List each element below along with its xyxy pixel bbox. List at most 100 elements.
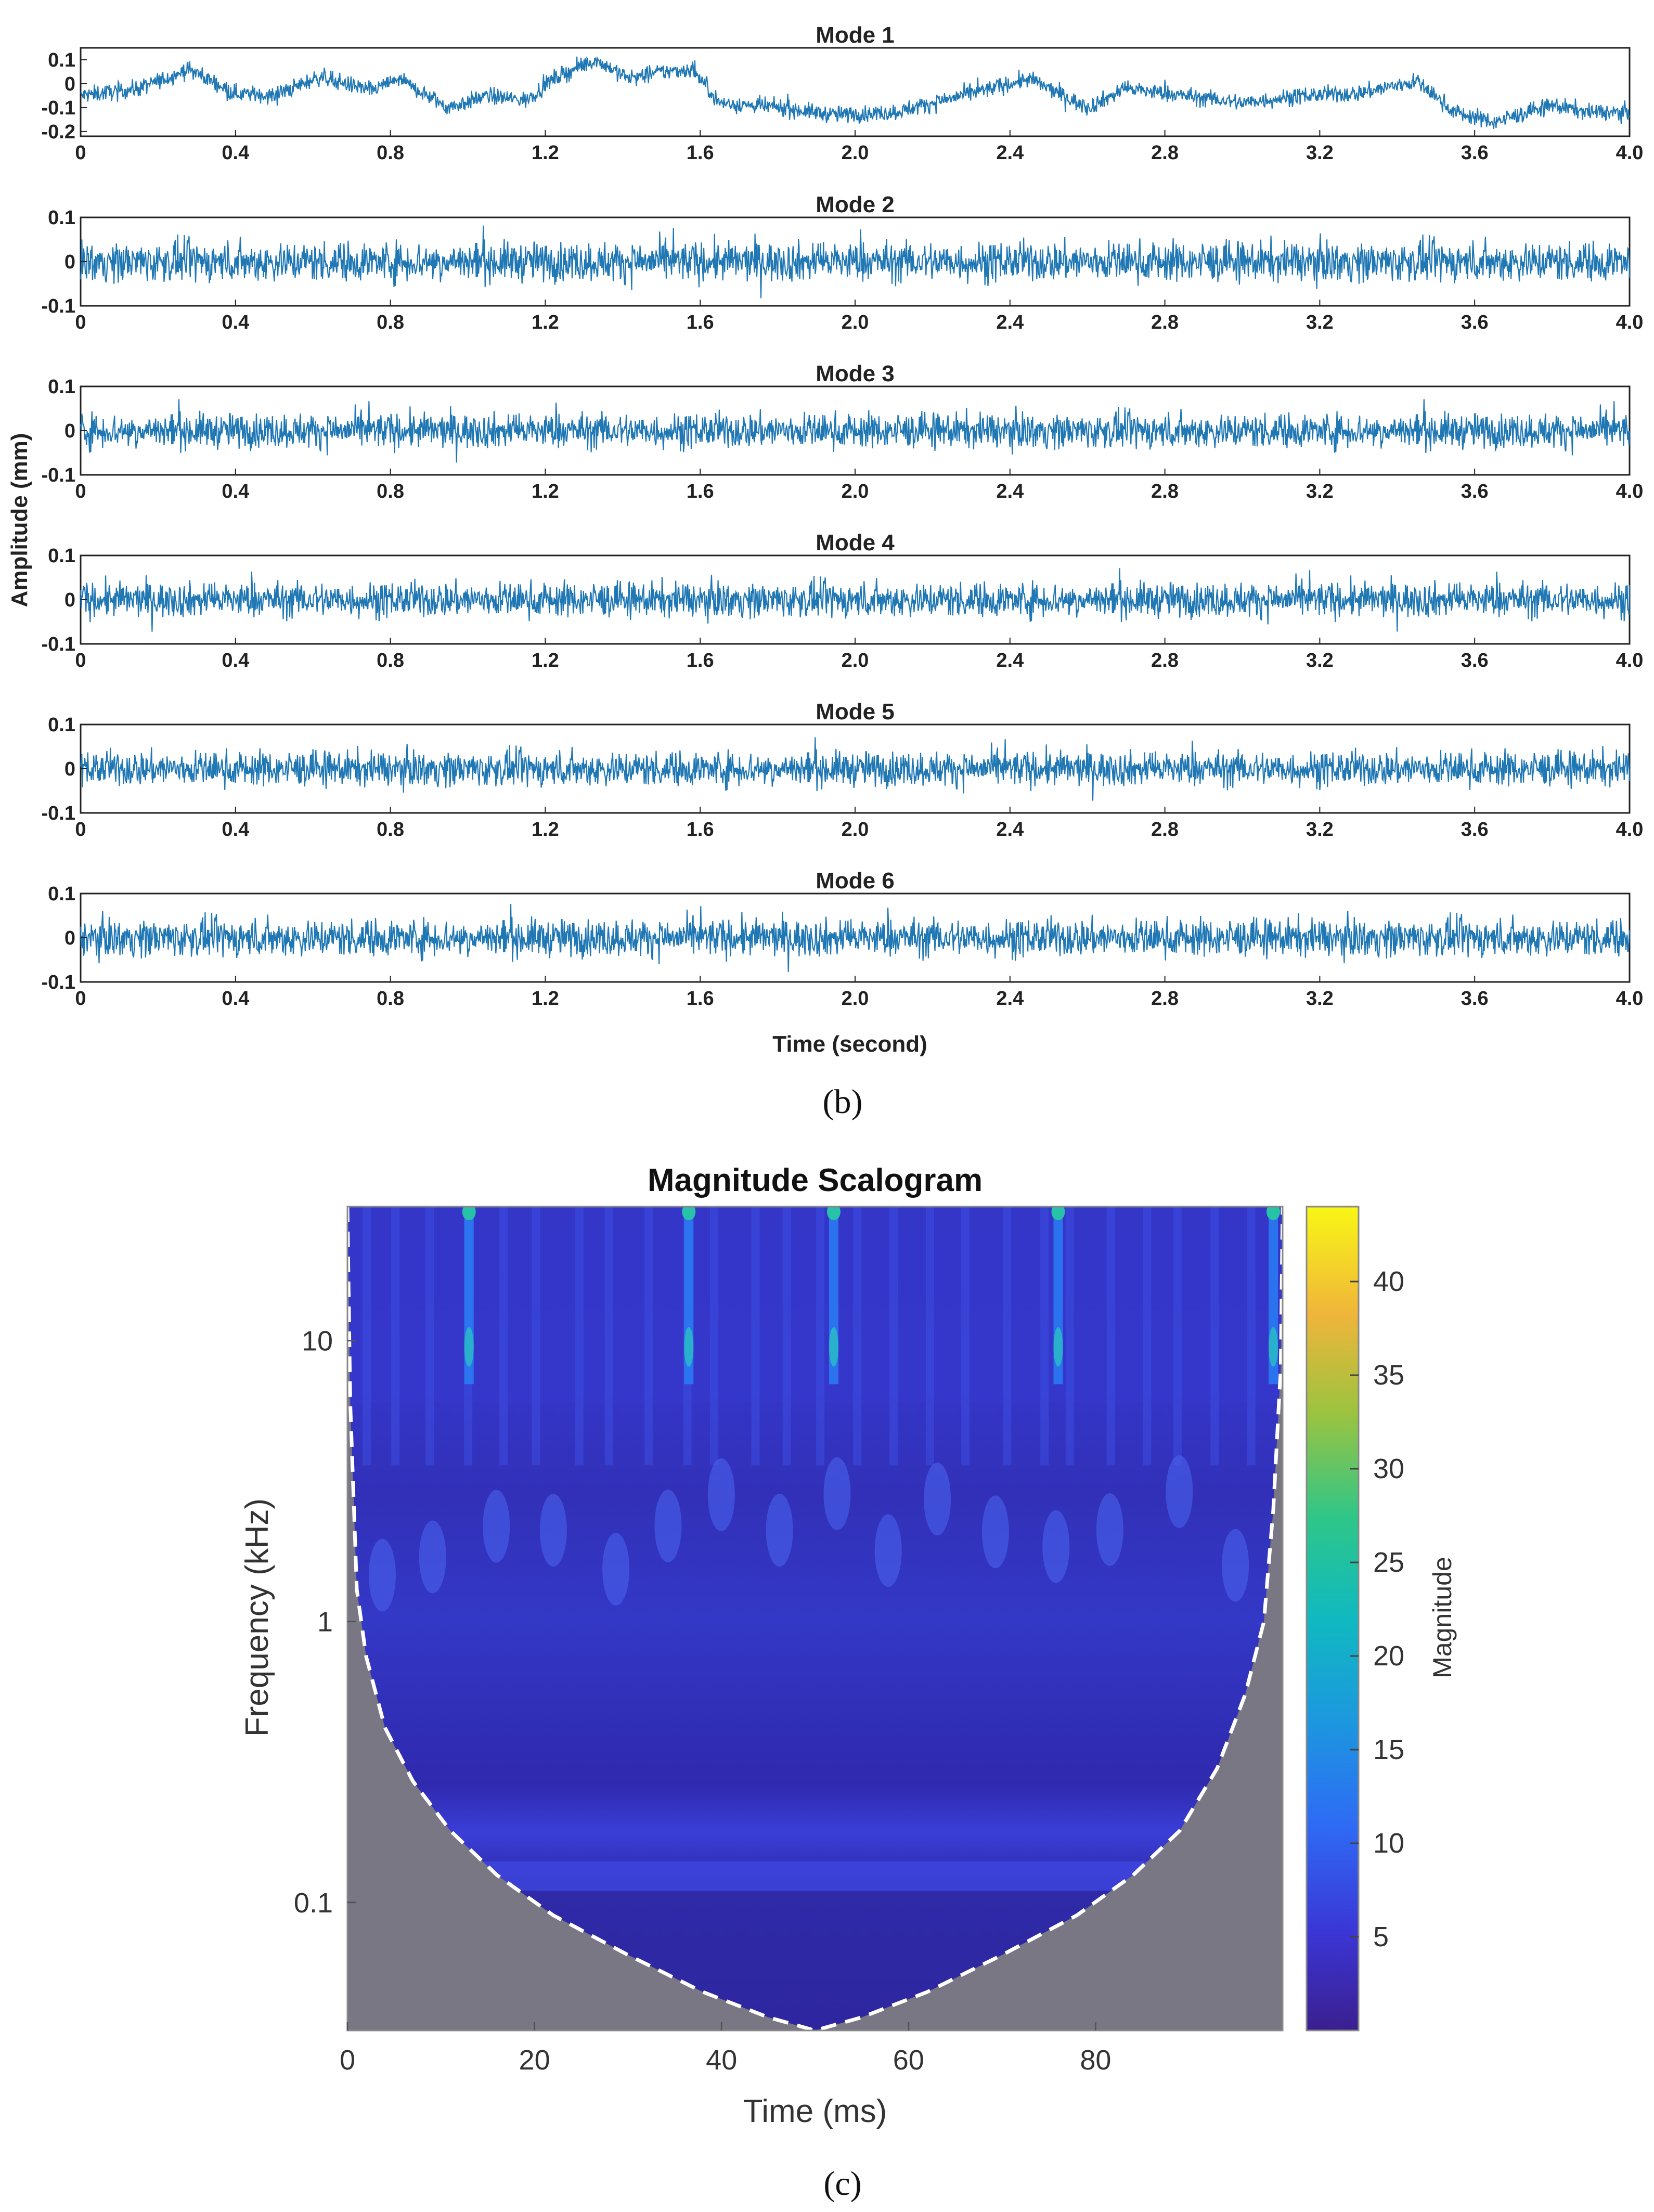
mode-signal-line <box>80 399 1631 463</box>
colorbar-tick-label: 15 <box>1373 1734 1404 1765</box>
x-tick-label: 3.2 <box>1306 142 1334 164</box>
x-tick-label: 3.2 <box>1306 988 1334 1010</box>
x-tick-label: 0.8 <box>377 819 404 840</box>
x-tick-label: 1.2 <box>532 988 559 1010</box>
x-tick-label: 2.8 <box>1151 650 1179 671</box>
y-tick-label: 0 <box>64 73 75 95</box>
mode-title: Mode 2 <box>816 192 895 217</box>
y-tick-label: -0.1 <box>42 803 75 824</box>
xlabel-b: Time (second) <box>772 1031 927 1057</box>
x-tick-label: 2.4 <box>996 481 1024 502</box>
scalogram-streak <box>391 1207 400 1466</box>
y-tick-label: 0.1 <box>294 1887 333 1919</box>
scalogram-streak <box>710 1207 719 1466</box>
x-tick-label: 2.0 <box>842 819 869 840</box>
mode-2-plot: Mode 20.10-0.10 0.4 0.8 1.2 1.6 2.0 2.4 2.8 3.2 3… <box>42 192 1644 333</box>
scalogram-streak <box>604 1207 613 1466</box>
scalogram-blob <box>823 1457 851 1530</box>
colorbar-tick-label: 20 <box>1373 1640 1404 1672</box>
x-tick-label: 3.2 <box>1306 819 1334 840</box>
x-tick-label: 2.4 <box>996 142 1024 164</box>
y-tick-label: 0 <box>64 420 75 442</box>
scalogram-hotspot <box>1053 1327 1063 1367</box>
x-tick-label: 1.2 <box>532 312 559 333</box>
scalogram-streak <box>853 1207 862 1466</box>
scalogram-streak <box>961 1207 970 1466</box>
colorbar-tick-label: 5 <box>1373 1921 1389 1952</box>
scalogram-hotspot <box>1267 1207 1281 1220</box>
scalogram-streak <box>1040 1207 1049 1466</box>
x-tick-label: 2.4 <box>996 312 1024 333</box>
y-tick-label: -0.1 <box>42 97 75 119</box>
x-tick-label: 0.8 <box>377 142 404 164</box>
x-tick-label: 2.0 <box>842 142 869 164</box>
mode-signal-line <box>80 56 1631 129</box>
scalogram-blob <box>981 1495 1009 1569</box>
x-tick-label: 1.6 <box>687 988 714 1010</box>
mode-title: Mode 1 <box>816 22 895 48</box>
x-tick-label: 0 <box>75 481 86 502</box>
y-tick-label: 0 <box>64 927 75 949</box>
y-tick-label: 0 <box>64 251 75 273</box>
x-tick-label: 0.8 <box>377 988 404 1010</box>
colorbar-tick-label: 40 <box>1373 1266 1404 1297</box>
scalogram-streak <box>362 1207 371 1466</box>
y-tick-label: 0 <box>64 758 75 780</box>
x-tick-label: 0.4 <box>222 312 249 333</box>
colorbar-tick-label: 30 <box>1373 1453 1404 1484</box>
x-tick-label: 0.4 <box>222 819 249 840</box>
scalogram-streak <box>816 1207 825 1466</box>
scalogram-streaks <box>362 1207 1281 1612</box>
x-tick-label: 2.0 <box>842 650 869 671</box>
colorbar <box>1306 1206 1360 2032</box>
scalogram-hotspot <box>1269 1327 1278 1367</box>
x-tick-label: 1.6 <box>687 481 714 502</box>
x-tick-label: 1.6 <box>687 312 714 333</box>
scalogram-title: Magnitude Scalogram <box>648 1162 983 1198</box>
x-tick-label: 3.6 <box>1461 142 1489 164</box>
x-tick-label: 2.8 <box>1151 142 1179 164</box>
panel-c-scalogram: Magnitude Scalogram 0 20 40 60 80 10 1 0.1 Freq… <box>239 1162 1457 2129</box>
shared-ylabel: Amplitude (mm) <box>7 433 32 607</box>
panel-b-modes: Mode 10.10-0.1-0.20 0.4 0.8 1.2 1.6 2.0 2.4 2.8… <box>42 22 1644 1010</box>
x-tick-label: 4.0 <box>1616 481 1644 502</box>
x-tick-label: 0 <box>75 988 86 1010</box>
scalogram-hotspot <box>829 1327 838 1367</box>
scalogram-streak <box>782 1207 791 1466</box>
y-tick-label: 10 <box>302 1326 333 1357</box>
x-tick-label: 4.0 <box>1616 988 1644 1010</box>
x-tick-label: 0.8 <box>377 650 404 671</box>
colorbar-label: Magnitude <box>1428 1557 1457 1678</box>
mode-title: Mode 6 <box>816 868 895 894</box>
scalogram-streak <box>889 1207 898 1466</box>
x-tick-label: 3.2 <box>1306 312 1334 333</box>
x-tick-label: 4.0 <box>1616 142 1644 164</box>
x-tick-label: 0 <box>75 819 86 840</box>
y-tick-label: 0.1 <box>48 376 75 398</box>
scalogram-hotspot <box>684 1327 694 1367</box>
scalogram-streak <box>1173 1207 1182 1466</box>
x-tick-label: 1.6 <box>687 650 714 671</box>
colorbar-tick-label: 25 <box>1373 1547 1404 1578</box>
scalogram-blob <box>419 1520 446 1594</box>
y-tick-label: 0.1 <box>48 49 75 71</box>
scalogram-streak <box>1106 1207 1115 1466</box>
x-tick-label: 4.0 <box>1616 312 1644 333</box>
mode-title: Mode 3 <box>816 361 895 386</box>
scalogram-blob <box>602 1533 630 1606</box>
panel-b-label: (b) <box>823 1083 863 1121</box>
scalogram-hotspot <box>462 1207 476 1220</box>
scalogram-streak <box>1065 1207 1074 1466</box>
scalogram-blob <box>483 1490 510 1563</box>
scalogram-streak <box>1003 1207 1012 1466</box>
cone-of-influence-region <box>347 1207 1283 2030</box>
x-tick-label: 1.6 <box>687 142 714 164</box>
scalogram-blob <box>1042 1510 1070 1583</box>
y-tick-label: 1 <box>317 1607 333 1638</box>
y-tick-label: 0.1 <box>48 883 75 905</box>
scalogram-blob <box>1096 1493 1123 1566</box>
xlabel-c: Time (ms) <box>743 2093 887 2129</box>
x-tick-label: 0.8 <box>377 312 404 333</box>
x-tick-label: 4.0 <box>1616 819 1644 840</box>
